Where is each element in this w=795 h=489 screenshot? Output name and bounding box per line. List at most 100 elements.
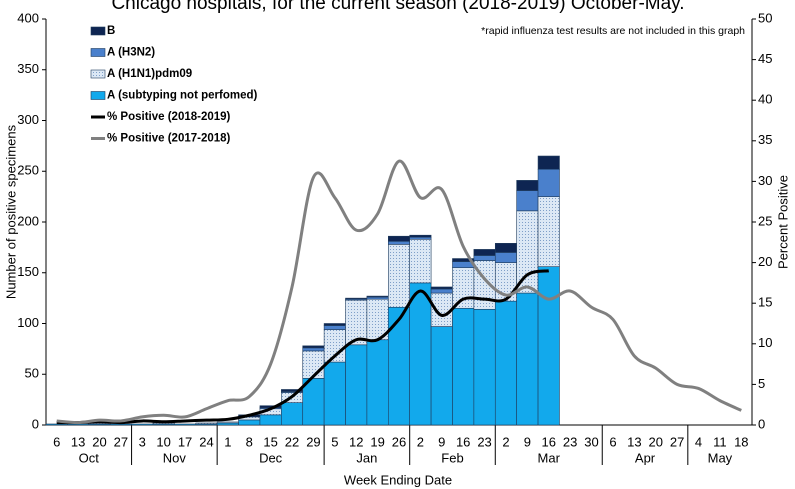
- x-tick-label: 10: [156, 434, 170, 449]
- legend-label: A (H1N1)pdm09: [107, 68, 192, 80]
- bar-segment: [430, 288, 453, 294]
- y2-tick-label: 20: [758, 254, 772, 269]
- bar-segment: [366, 296, 389, 300]
- x-tick-label: 23: [477, 434, 491, 449]
- month-label: May: [708, 450, 733, 465]
- month-label: Nov: [163, 450, 187, 465]
- x-tick-label: 13: [627, 434, 641, 449]
- bar-segment: [302, 350, 325, 379]
- y2-tick-label: 35: [758, 132, 772, 147]
- bar-segment: [388, 240, 410, 245]
- chart-title: Chicago hospitals, for the current seaso…: [111, 0, 684, 14]
- y-tick-label: 250: [17, 163, 39, 178]
- x-tick-label: 18: [734, 434, 748, 449]
- x-tick-label: 1: [224, 434, 231, 449]
- month-label: Mar: [538, 450, 561, 465]
- x-tick-label: 23: [563, 434, 577, 449]
- x-tick-label: 20: [92, 434, 106, 449]
- bar-segment: [195, 422, 218, 425]
- x-tick-label: 6: [609, 434, 616, 449]
- y-axis-title: Number of positive specimens: [3, 124, 18, 299]
- bar-segment: [302, 345, 325, 349]
- legend-label: A (H3N2): [107, 47, 155, 59]
- bar-segment: [366, 295, 389, 298]
- line-series: [56, 269, 550, 425]
- y2-tick-label: 50: [758, 10, 772, 25]
- legend-swatch: [90, 26, 106, 36]
- month-label: Jan: [356, 450, 377, 465]
- bar-segment: [452, 267, 475, 309]
- x-tick-label: 2: [502, 434, 509, 449]
- x-tick-label: 13: [71, 434, 85, 449]
- x-tick-label: 5: [331, 434, 338, 449]
- bar-segment: [281, 402, 304, 426]
- bar-segment: [430, 286, 453, 290]
- y2-axis-title: Percent Positive: [775, 175, 790, 269]
- bar-segment: [537, 266, 560, 426]
- bar-segment: [473, 255, 496, 261]
- bar-segment: [238, 419, 261, 426]
- y2-tick-label: 15: [758, 295, 772, 310]
- bar-segment: [174, 423, 197, 426]
- bar-segment: [537, 155, 560, 170]
- x-tick-label: 20: [648, 434, 662, 449]
- legend-swatch: [90, 91, 106, 100]
- y2-tick-label: 10: [758, 335, 772, 350]
- annotation: *rapid influenza test results are not in…: [481, 25, 745, 37]
- y2-tick-label: 40: [758, 92, 772, 107]
- bar-segment: [494, 300, 517, 426]
- legend-label: A (subtyping not perfomed): [107, 90, 258, 102]
- x-tick-label: 12: [349, 434, 363, 449]
- y2-tick-label: 30: [758, 173, 772, 188]
- bar-segment: [216, 421, 239, 424]
- y-tick-label: 350: [17, 61, 39, 76]
- y2-tick-label: 0: [758, 416, 765, 431]
- bar-segment: [494, 243, 517, 253]
- x-axis-title: Week Ending Date: [344, 472, 452, 487]
- y-tick-label: 200: [17, 213, 39, 228]
- bar-segment: [345, 344, 368, 426]
- bar-segment: [516, 292, 539, 426]
- month-label: Dec: [259, 450, 283, 465]
- legend-label: B: [107, 25, 115, 37]
- bar-segment: [409, 236, 432, 240]
- bar-segment: [494, 252, 517, 263]
- bar-segment: [323, 361, 346, 426]
- x-tick-label: 2: [417, 434, 424, 449]
- bar-segment: [388, 235, 410, 242]
- bar-segment: [537, 168, 560, 197]
- x-tick-label: 15: [263, 434, 277, 449]
- x-tick-label: 22: [285, 434, 299, 449]
- month-label: Feb: [441, 450, 463, 465]
- bar-segment: [323, 323, 346, 326]
- legend-label: % Positive (2018-2019): [107, 111, 231, 123]
- bar-segment: [473, 249, 496, 256]
- bar-segment: [430, 326, 453, 426]
- bar-segment: [388, 244, 410, 308]
- x-tick-label: 4: [695, 434, 702, 449]
- y2-tick-label: 45: [758, 51, 772, 66]
- x-tick-label: 3: [139, 434, 146, 449]
- legend-swatch: [90, 48, 106, 57]
- x-tick-label: 16: [456, 434, 470, 449]
- month-label: Oct: [79, 450, 100, 465]
- bar-segment: [259, 414, 282, 426]
- bar-segment: [345, 297, 368, 300]
- x-tick-label: 17: [178, 434, 192, 449]
- bar-segment: [452, 307, 475, 426]
- bar-segment: [45, 423, 68, 426]
- bar-segment: [473, 308, 496, 426]
- bar-segment: [302, 347, 325, 352]
- y2-tick-label: 5: [758, 376, 765, 391]
- bar-segment: [366, 339, 389, 426]
- y-tick-label: 150: [17, 264, 39, 279]
- bar-segment: [516, 190, 539, 212]
- bar-segment: [516, 180, 539, 191]
- legend-label: % Positive (2017-2018): [107, 133, 231, 145]
- month-label: Apr: [635, 450, 656, 465]
- y2-tick-label: 25: [758, 213, 772, 228]
- x-tick-label: 27: [114, 434, 128, 449]
- line-series: [56, 159, 742, 425]
- x-tick-label: 6: [53, 434, 60, 449]
- bar-segment: [409, 282, 432, 426]
